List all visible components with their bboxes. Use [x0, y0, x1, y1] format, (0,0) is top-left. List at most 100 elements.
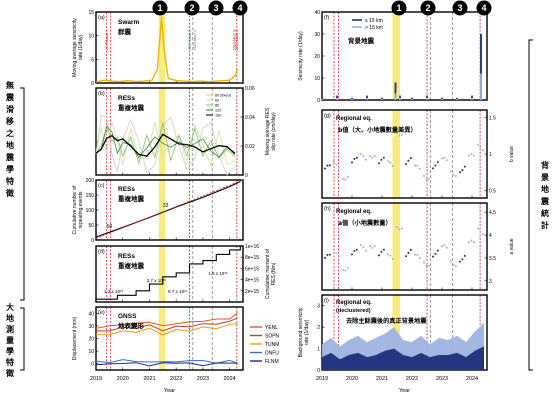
phase-badge-left-1: 1 [152, 0, 168, 16]
value-point [436, 249, 439, 252]
cumulative-line [95, 181, 241, 238]
value-point [407, 159, 410, 162]
x-tick-label: 2022 [170, 376, 182, 382]
rate-bar [366, 97, 368, 100]
y-tick-label: 10 [314, 76, 320, 82]
vertical-char: 測 [6, 324, 14, 334]
value-point [328, 253, 331, 256]
y-axis-label: RES (Nm) [271, 262, 277, 285]
y-tick-label: 1.5 [489, 115, 496, 121]
value-point [416, 253, 419, 256]
panel-letter: (a) [98, 15, 105, 21]
panel-letter: (e) [98, 310, 105, 316]
value-point [470, 153, 473, 156]
value-point [400, 133, 403, 136]
panel-letter: (c) [98, 183, 105, 189]
y-axis-label: Background seismicity [298, 307, 304, 357]
vertical-char: 地 [6, 313, 14, 323]
phase-badge-left-4: 4 [232, 0, 248, 16]
value-point [337, 255, 340, 258]
y-axis-label: a value [509, 238, 515, 254]
legend-label: TUNM [265, 342, 279, 348]
vertical-char: 震 [5, 152, 15, 162]
rate-bar [399, 97, 401, 100]
phase-badge-left-2: 2 [184, 0, 200, 16]
value-point [477, 143, 479, 146]
value-point [477, 227, 479, 230]
value-point [470, 239, 473, 242]
value-point [479, 147, 482, 150]
panel-title-zh: 重複地震 [118, 103, 145, 112]
y-tick-label: 3 [489, 279, 492, 285]
value-point [382, 156, 385, 159]
value-point [396, 225, 398, 228]
rate-bar [456, 98, 458, 100]
value-point [371, 156, 374, 159]
value-point [427, 264, 430, 267]
value-point [434, 164, 437, 167]
rate-bar [321, 98, 323, 100]
panel-g: (g) 0.5 1 1.5 b value Regional eq. b值（大、小地震數量差… [321, 109, 515, 199]
event-label: 2022 Mw7.0 [193, 30, 197, 51]
y-tick-label: 0.02 [245, 144, 255, 150]
rate-bar [394, 93, 397, 100]
phase-badge-label: 4 [481, 3, 486, 13]
phase1-band [158, 246, 166, 302]
value-point [355, 156, 358, 159]
value-point [459, 171, 461, 174]
res-series-4 [95, 133, 236, 157]
value-point [346, 267, 349, 270]
vertical-char: 移 [6, 116, 14, 126]
y-tick-label: 30 [314, 32, 320, 38]
y-tick-label: 100 [86, 208, 95, 214]
y-axis-label: rate (1/day) [78, 34, 84, 60]
value-point [382, 248, 385, 251]
panel-a: (a) 0 5 10 15 Moving average seismicity rate (… [72, 10, 244, 87]
rate-bar [411, 98, 413, 100]
vertical-char: 學 [6, 346, 14, 356]
annotation: 1.3 x 10¹⁵ [104, 289, 124, 294]
value-point [454, 174, 457, 177]
vertical-char: 大 [6, 302, 14, 312]
phase1-band [158, 180, 166, 240]
y-tick-label: 5 [91, 57, 94, 63]
y-tick-label: 3.5 [489, 256, 496, 262]
vertical-char: 震 [5, 92, 15, 102]
panel-d: (d) 2e+15 4e+15 6e+15 8e+15 1e+16 Cumulative m… [95, 244, 277, 303]
phase-badge-label: 1 [157, 3, 162, 13]
rate-bar [480, 73, 482, 100]
value-point [342, 177, 344, 180]
phase-badge-circle [184, 0, 200, 16]
phase-badge-label: 4 [237, 3, 242, 13]
legend-label: DNFU [265, 351, 279, 357]
y-tick-label: 200 [86, 178, 95, 184]
y-axis-label: Moving average seismicity [72, 18, 78, 77]
value-point [353, 249, 356, 252]
value-point [378, 162, 380, 165]
value-point [391, 258, 394, 261]
value-point [324, 256, 326, 259]
phase1-band [392, 110, 400, 198]
panel-frame [95, 11, 244, 84]
vertical-char: 景 [541, 172, 549, 182]
value-point [355, 248, 358, 251]
rate-bar [351, 98, 353, 100]
value-point [387, 253, 389, 256]
y-tick-label: 30 [88, 324, 94, 330]
value-point [443, 244, 446, 247]
panel-title-zh: 地表變形 [118, 321, 145, 330]
y-tick-label: 1e+16 [245, 244, 259, 250]
value-point [423, 261, 425, 264]
phase1-band [392, 203, 400, 290]
value-point [425, 178, 428, 181]
event-label: 2022 Mw6.5 [188, 30, 192, 51]
x-axis-label: Year [399, 388, 410, 394]
event-label: 2024 Mw7.4 [233, 30, 237, 51]
y-tick-label: 40 [88, 311, 94, 317]
event-label: 2019 Mw6.1 [105, 30, 109, 51]
x-tick-label: 2023 [197, 376, 209, 382]
value-point [342, 268, 344, 271]
gnss-series-SOPN [96, 317, 238, 332]
y-tick-label: 0 [317, 98, 320, 104]
